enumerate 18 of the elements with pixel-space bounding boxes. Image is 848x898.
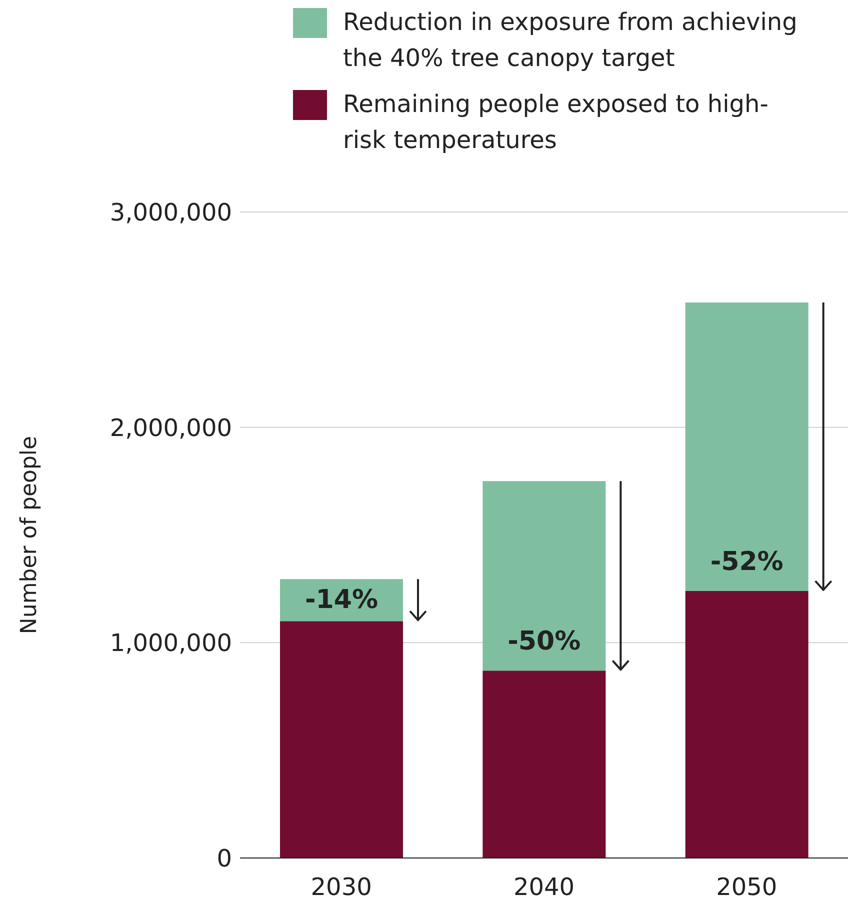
annotation: -50% [508,626,581,657]
x-tick-label: 2050 [716,873,778,898]
bar [482,481,606,671]
annotation: -14% [304,585,378,616]
y-tick-label: 1,000,000 [110,629,232,658]
annotation: -52% [710,546,784,577]
bar [482,670,606,858]
bar [685,590,808,858]
y-axis-title: Number of people [16,436,42,634]
x-tick-label: 2030 [310,873,372,898]
bar [280,621,403,858]
legend-label: Reduction in exposure from achieving the 40% tree canopy target [343,7,798,74]
legend-label: Remaining people exposed to high-risk temperatures [343,89,770,156]
bar [685,302,808,591]
y-tick-label: 0 [216,844,232,873]
y-tick-label: 2,000,000 [110,414,232,442]
y-tick-label: 3,000,000 [110,198,232,227]
x-tick-label: 2040 [513,873,575,898]
